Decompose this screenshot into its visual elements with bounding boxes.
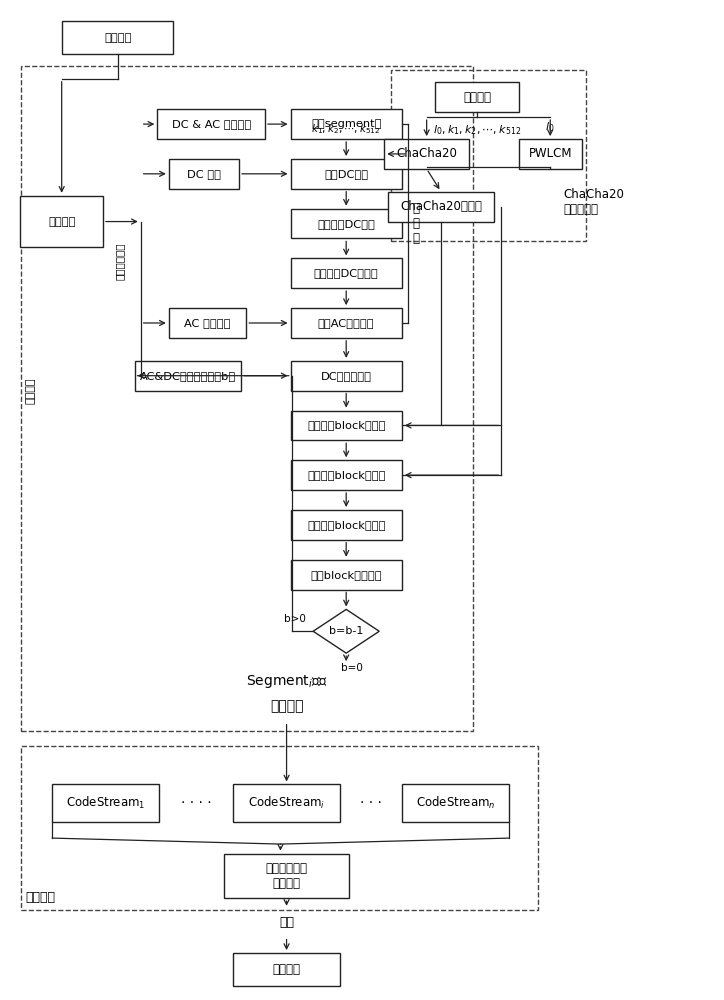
- Bar: [169, 308, 246, 338]
- Text: 编码每个block父系数: 编码每个block父系数: [307, 420, 385, 430]
- Bar: [434, 82, 519, 112]
- Bar: [290, 460, 402, 490]
- Text: · · · ·: · · · ·: [181, 796, 211, 810]
- Bar: [135, 361, 241, 391]
- Text: 小波变换: 小波变换: [48, 217, 75, 227]
- Bar: [290, 109, 402, 139]
- Text: 每个block的补充位: 每个block的补充位: [311, 570, 382, 580]
- Text: 量化DC系数: 量化DC系数: [324, 169, 369, 179]
- Text: ChaCha20
字节流生成: ChaCha20 字节流生成: [563, 188, 624, 216]
- Text: 头
信
息: 头 信 息: [413, 202, 420, 245]
- Polygon shape: [313, 609, 379, 653]
- Text: CodeStream$_n$: CodeStream$_n$: [416, 795, 495, 811]
- Bar: [290, 159, 402, 189]
- Bar: [290, 308, 402, 338]
- Bar: [62, 21, 174, 54]
- Bar: [391, 70, 586, 241]
- Text: $k_1, k_2, \cdots, k_{512}$: $k_1, k_2, \cdots, k_{512}$: [311, 122, 381, 136]
- Bar: [290, 510, 402, 540]
- Text: PWLCM: PWLCM: [529, 147, 572, 160]
- Text: 密文图像: 密文图像: [272, 963, 300, 976]
- Bar: [52, 784, 159, 822]
- Text: 解码: 解码: [279, 916, 294, 929]
- Bar: [21, 66, 473, 731]
- Text: 离散小波系数: 离散小波系数: [115, 243, 125, 280]
- Bar: [169, 159, 239, 189]
- Bar: [224, 854, 350, 898]
- Text: 编码segment头: 编码segment头: [311, 119, 382, 129]
- Text: $l_0, k_1, k_2, \cdots, k_{512}$: $l_0, k_1, k_2, \cdots, k_{512}$: [433, 123, 521, 137]
- Bar: [290, 361, 402, 391]
- Text: 编码AC比特深度: 编码AC比特深度: [318, 318, 374, 328]
- Bar: [384, 139, 469, 169]
- Text: b>0: b>0: [284, 614, 306, 624]
- Text: AC&DC系数（位平面b）: AC&DC系数（位平面b）: [140, 371, 236, 381]
- Text: CodeStream$_i$: CodeStream$_i$: [248, 795, 325, 811]
- Bar: [20, 196, 103, 247]
- Bar: [518, 139, 582, 169]
- Text: CodeStream$_1$: CodeStream$_1$: [66, 795, 146, 811]
- Text: 初始密钥: 初始密钥: [463, 91, 491, 104]
- Text: DC & AC 比特深度: DC & AC 比特深度: [172, 119, 251, 129]
- Bar: [233, 784, 340, 822]
- Text: DC系数补充位: DC系数补充位: [321, 371, 371, 381]
- Text: DC 系数: DC 系数: [187, 169, 221, 179]
- Text: AC 比特深度: AC 比特深度: [185, 318, 231, 328]
- Bar: [290, 209, 402, 238]
- Text: 编码每个block孙系数: 编码每个block孙系数: [307, 520, 385, 530]
- Text: b=0: b=0: [341, 663, 363, 673]
- Text: $l_0$: $l_0$: [545, 120, 555, 134]
- Text: b=b-1: b=b-1: [329, 626, 363, 636]
- Text: 加密编码: 加密编码: [26, 891, 56, 904]
- Text: Segment$_i$加密: Segment$_i$加密: [245, 673, 327, 690]
- Bar: [21, 746, 538, 910]
- Text: 输出附加DC位平面: 输出附加DC位平面: [313, 268, 379, 278]
- Bar: [157, 109, 265, 139]
- Text: 编码每个block子系数: 编码每个block子系数: [307, 470, 385, 480]
- Bar: [388, 192, 494, 222]
- Bar: [233, 953, 340, 986]
- Text: 明文图像加密
压缩码流: 明文图像加密 压缩码流: [266, 862, 308, 890]
- Bar: [403, 784, 508, 822]
- Bar: [290, 560, 402, 589]
- Bar: [290, 258, 402, 288]
- Text: 编码量化DC系数: 编码量化DC系数: [317, 219, 375, 229]
- Text: 小波变换: 小波变换: [25, 377, 35, 404]
- Text: 压缩码流: 压缩码流: [270, 699, 303, 713]
- Text: ChaCha20字节流: ChaCha20字节流: [400, 200, 482, 213]
- Text: · · ·: · · ·: [360, 796, 382, 810]
- Text: ChaCha20: ChaCha20: [396, 147, 457, 160]
- Bar: [290, 410, 402, 440]
- Text: 明文图像: 明文图像: [104, 33, 132, 43]
